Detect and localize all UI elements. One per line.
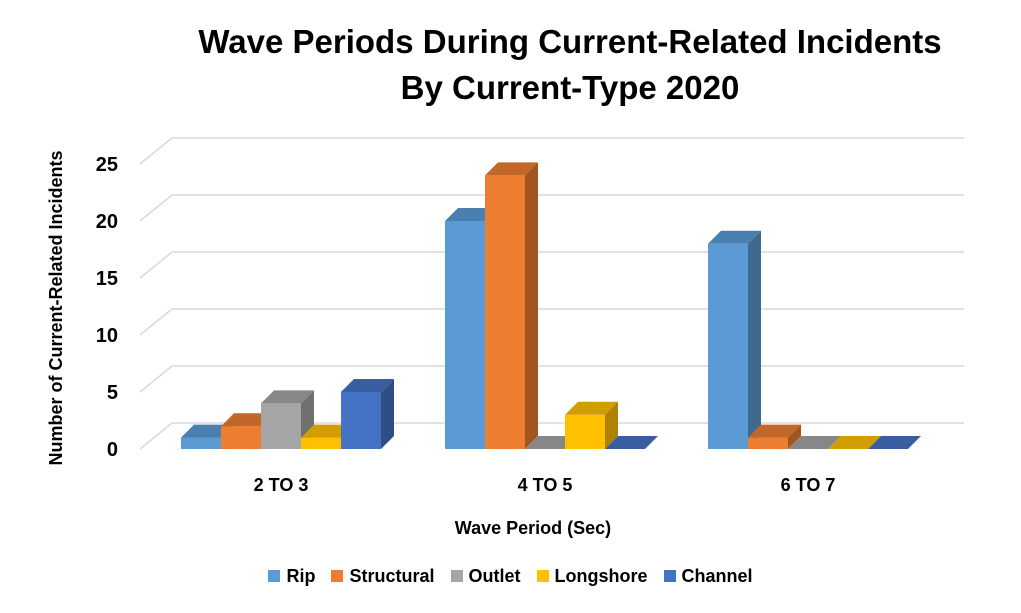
legend-swatch — [331, 570, 344, 582]
legend-swatch — [663, 570, 676, 582]
bar-outlet — [525, 436, 578, 449]
legend-label: Rip — [286, 566, 316, 586]
bar-longshore — [828, 436, 881, 449]
legend-item-structural: Structural — [331, 566, 435, 587]
legend-item-channel: Channel — [663, 566, 753, 587]
legend-label: Channel — [681, 566, 753, 586]
y-axis-ticks: 0 5 10 15 20 25 — [96, 154, 118, 461]
y-tick-label: 25 — [96, 154, 118, 176]
gridline — [139, 251, 964, 279]
x-tick-label: 4 TO 5 — [518, 475, 573, 495]
bar-channel — [605, 436, 658, 449]
bar-channel — [868, 436, 921, 449]
legend-item-outlet: Outlet — [450, 566, 521, 587]
bar-rip — [708, 230, 761, 449]
legend-label: Longshore — [554, 566, 648, 586]
bar-channel — [341, 379, 394, 449]
legend-label: Outlet — [468, 566, 521, 586]
gridline — [139, 422, 964, 450]
gridline — [139, 194, 964, 222]
x-tick-label: 2 TO 3 — [254, 475, 309, 495]
legend-item-longshore: Longshore — [536, 566, 648, 587]
legend-swatch — [268, 570, 281, 582]
bar-structural — [485, 162, 538, 449]
bars — [181, 162, 921, 449]
legend-label: Structural — [349, 566, 435, 586]
x-axis-ticks: 2 TO 3 4 TO 5 6 TO 7 — [254, 475, 836, 495]
x-tick-label: 6 TO 7 — [781, 475, 836, 495]
bar-outlet — [261, 390, 314, 449]
gridlines — [139, 137, 964, 450]
gridline — [139, 137, 964, 165]
gridline — [139, 365, 964, 393]
bar-longshore — [565, 401, 618, 449]
y-tick-label: 5 — [107, 382, 118, 404]
y-tick-label: 20 — [96, 211, 118, 233]
y-tick-label: 10 — [96, 325, 118, 347]
legend: Rip Structural Outlet Longshore Channel — [0, 566, 1021, 587]
bar-outlet — [788, 436, 841, 449]
gridline — [139, 308, 964, 336]
x-axis-label: Wave Period (Sec) — [455, 518, 611, 538]
legend-swatch — [536, 570, 549, 582]
chart-title-line-1: Wave Periods During Current-Related Inci… — [198, 23, 942, 60]
bar-structural — [748, 424, 801, 449]
legend-swatch — [450, 570, 463, 582]
y-tick-label: 15 — [96, 268, 118, 290]
legend-item-rip: Rip — [268, 566, 315, 587]
y-tick-label: 0 — [107, 439, 118, 461]
y-axis-label: Number of Current-Related Incidents — [46, 150, 66, 465]
chart-title-line-2: By Current-Type 2020 — [400, 69, 740, 106]
